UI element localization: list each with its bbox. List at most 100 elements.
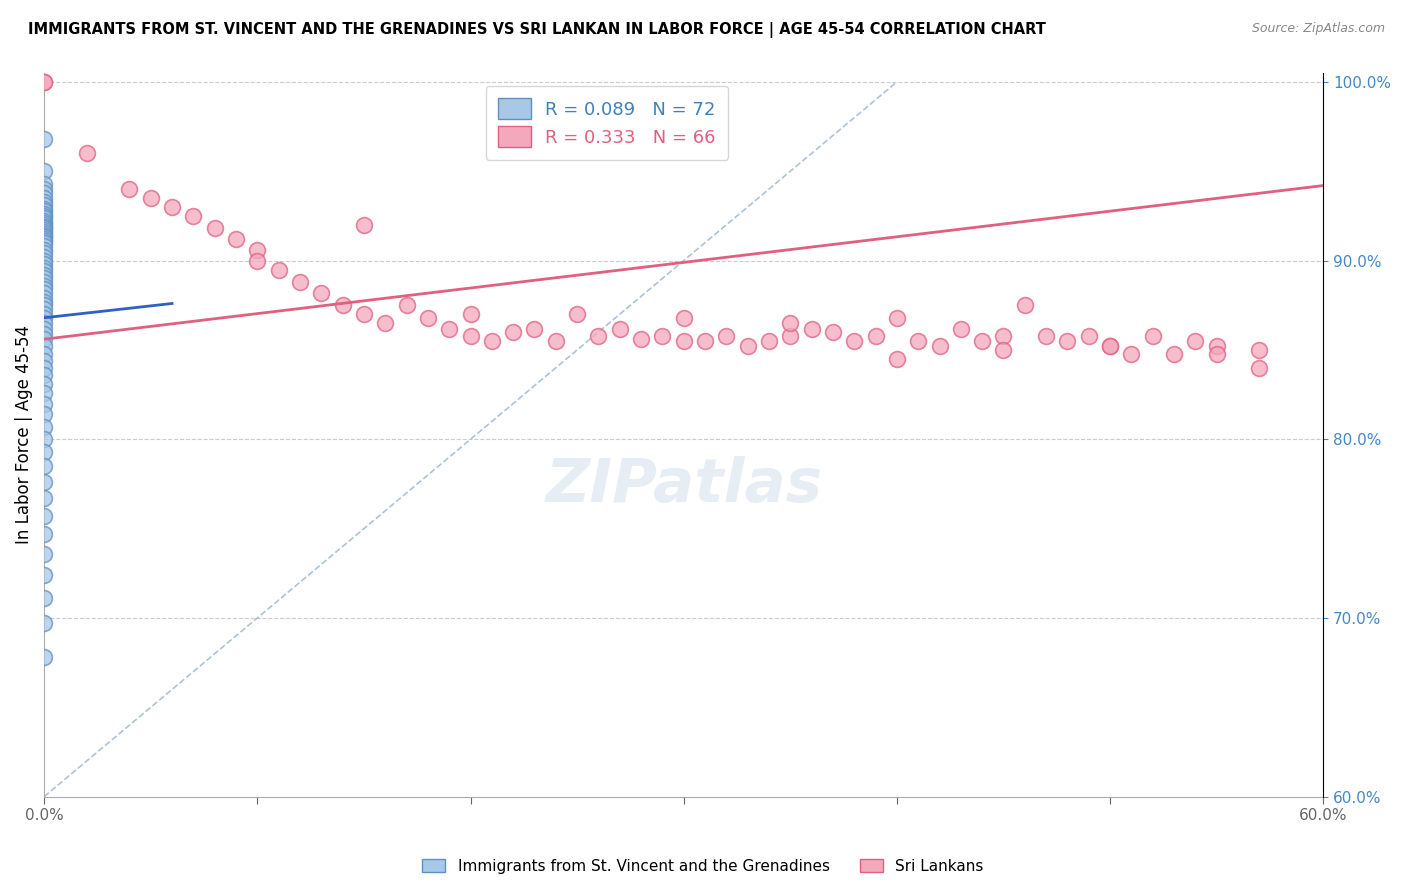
Point <box>672 310 695 325</box>
Point <box>32 271 55 285</box>
Point <box>972 334 994 348</box>
Point <box>374 316 396 330</box>
Point <box>32 407 55 421</box>
Point <box>32 294 55 309</box>
Point <box>32 353 55 368</box>
Point <box>886 351 908 366</box>
Point <box>32 218 55 232</box>
Point <box>32 194 55 209</box>
Point <box>32 376 55 391</box>
Point <box>353 307 375 321</box>
Point <box>32 227 55 241</box>
Point <box>32 235 55 250</box>
Point <box>651 328 673 343</box>
Point <box>32 301 55 316</box>
Point <box>1163 346 1185 360</box>
Point <box>32 264 55 278</box>
Point <box>1077 328 1099 343</box>
Point <box>779 328 801 343</box>
Point <box>32 419 55 434</box>
Point <box>32 491 55 506</box>
Point <box>32 285 55 300</box>
Point <box>32 132 55 146</box>
Point <box>481 334 503 348</box>
Point <box>1121 346 1143 360</box>
Point <box>32 191 55 205</box>
Point <box>993 343 1015 357</box>
Point <box>32 368 55 382</box>
Point <box>32 239 55 253</box>
Point <box>1099 339 1122 353</box>
Point <box>32 221 55 235</box>
Point <box>32 216 55 230</box>
Point <box>32 360 55 375</box>
Point <box>32 547 55 561</box>
Point <box>32 260 55 275</box>
Point <box>267 262 290 277</box>
Point <box>32 246 55 260</box>
Point <box>32 211 55 225</box>
Point <box>32 650 55 665</box>
Point <box>865 328 887 343</box>
Point <box>460 307 482 321</box>
Point <box>32 475 55 490</box>
Point <box>183 209 205 223</box>
Point <box>32 316 55 330</box>
Point <box>32 232 55 246</box>
Point <box>32 527 55 541</box>
Text: IMMIGRANTS FROM ST. VINCENT AND THE GRENADINES VS SRI LANKAN IN LABOR FORCE | AG: IMMIGRANTS FROM ST. VINCENT AND THE GREN… <box>28 22 1046 38</box>
Point <box>139 191 162 205</box>
Point <box>32 164 55 178</box>
Point <box>76 146 98 161</box>
Point <box>32 282 55 296</box>
Point <box>225 232 247 246</box>
Point <box>609 321 631 335</box>
Point <box>160 200 183 214</box>
Point <box>32 298 55 312</box>
Point <box>32 219 55 234</box>
Point <box>844 334 866 348</box>
Point <box>32 326 55 341</box>
Point <box>502 325 524 339</box>
Point <box>32 223 55 237</box>
Point <box>32 445 55 459</box>
Point <box>32 396 55 410</box>
Point <box>1035 328 1057 343</box>
Point <box>630 332 652 346</box>
Point <box>523 321 546 335</box>
Point <box>32 591 55 606</box>
Point <box>32 509 55 524</box>
Point <box>949 321 972 335</box>
Point <box>32 278 55 293</box>
Point <box>544 334 567 348</box>
Point <box>716 328 738 343</box>
Point <box>32 339 55 353</box>
Point <box>246 243 269 257</box>
Point <box>32 75 55 89</box>
Point <box>395 298 418 312</box>
Point <box>1249 360 1271 375</box>
Point <box>288 275 311 289</box>
Y-axis label: In Labor Force | Age 45-54: In Labor Force | Age 45-54 <box>15 326 32 544</box>
Point <box>758 334 780 348</box>
Point <box>1205 339 1227 353</box>
Point <box>32 275 55 289</box>
Point <box>32 207 55 221</box>
Point <box>32 307 55 321</box>
Point <box>1014 298 1036 312</box>
Point <box>32 75 55 89</box>
Point <box>32 177 55 191</box>
Point <box>416 310 439 325</box>
Point <box>32 225 55 239</box>
Point <box>32 182 55 196</box>
Point <box>32 332 55 346</box>
Point <box>32 209 55 223</box>
Point <box>460 328 482 343</box>
Point <box>32 257 55 271</box>
Point <box>118 182 141 196</box>
Point <box>32 432 55 446</box>
Legend: Immigrants from St. Vincent and the Grenadines, Sri Lankans: Immigrants from St. Vincent and the Gren… <box>416 853 990 880</box>
Point <box>32 203 55 218</box>
Point <box>332 298 354 312</box>
Point <box>32 253 55 268</box>
